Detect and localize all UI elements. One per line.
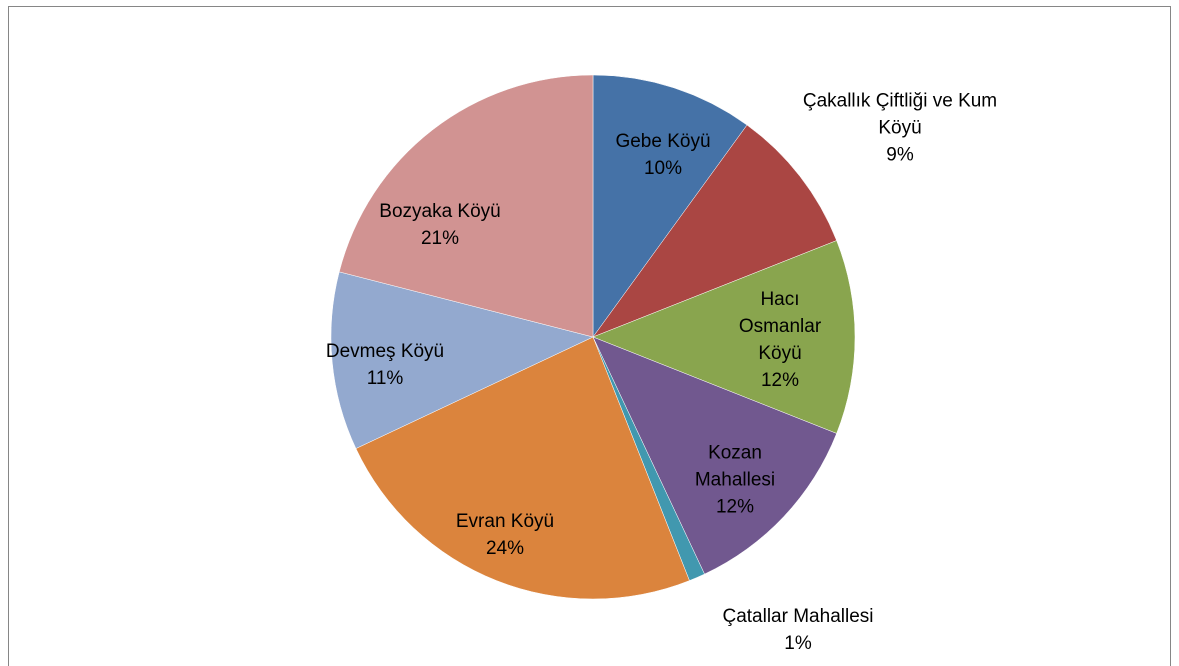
slice-label: Devmeş Köyü 11% [305,338,465,392]
slice-name: Evran Köyü [455,511,555,532]
slice-label: Evran Köyü 24% [425,508,585,562]
slice-label: Çakallık Çiftliği ve Kum Köyü 9% [785,88,1015,169]
pie-slice [330,271,594,449]
slice-name: Devmeş Köyü [325,341,445,362]
pie-slice [338,74,594,338]
pie-slice [355,336,690,600]
pie-slice [592,124,837,338]
slice-percent: 12% [760,370,800,391]
slice-percent: 11% [366,368,404,389]
chart-border [8,6,1171,666]
slice-name: Kozan Mahallesi [694,442,776,491]
slice-percent: 12% [715,496,755,518]
slice-label: Gebe Köyü 10% [593,128,733,182]
slice-percent: 10% [643,158,683,179]
slice-name: Çatallar Mahallesi [722,606,874,627]
slice-label: Bozyaka Köyü 21% [350,198,530,252]
slice-label: Hacı Osmanlar Köyü 12% [725,286,835,394]
slice-name: Gebe Köyü [615,131,711,152]
slice-label: Kozan Mahallesi 12% [675,440,795,521]
pie-slice [592,336,837,575]
slice-name: Çakallık Çiftliği ve Kum Köyü [802,90,998,139]
slice-name: Hacı Osmanlar Köyü [738,289,822,364]
pie-slice [592,240,856,434]
slice-percent: 24% [485,538,525,559]
slice-percent: 1% [784,633,812,654]
slice-name: Bozyaka Köyü [379,201,501,222]
slice-percent: 21% [420,228,460,249]
slice-percent: 9% [886,144,914,166]
pie-slice [592,74,748,338]
slice-label: Çatallar Mahallesi 1% [683,603,913,657]
